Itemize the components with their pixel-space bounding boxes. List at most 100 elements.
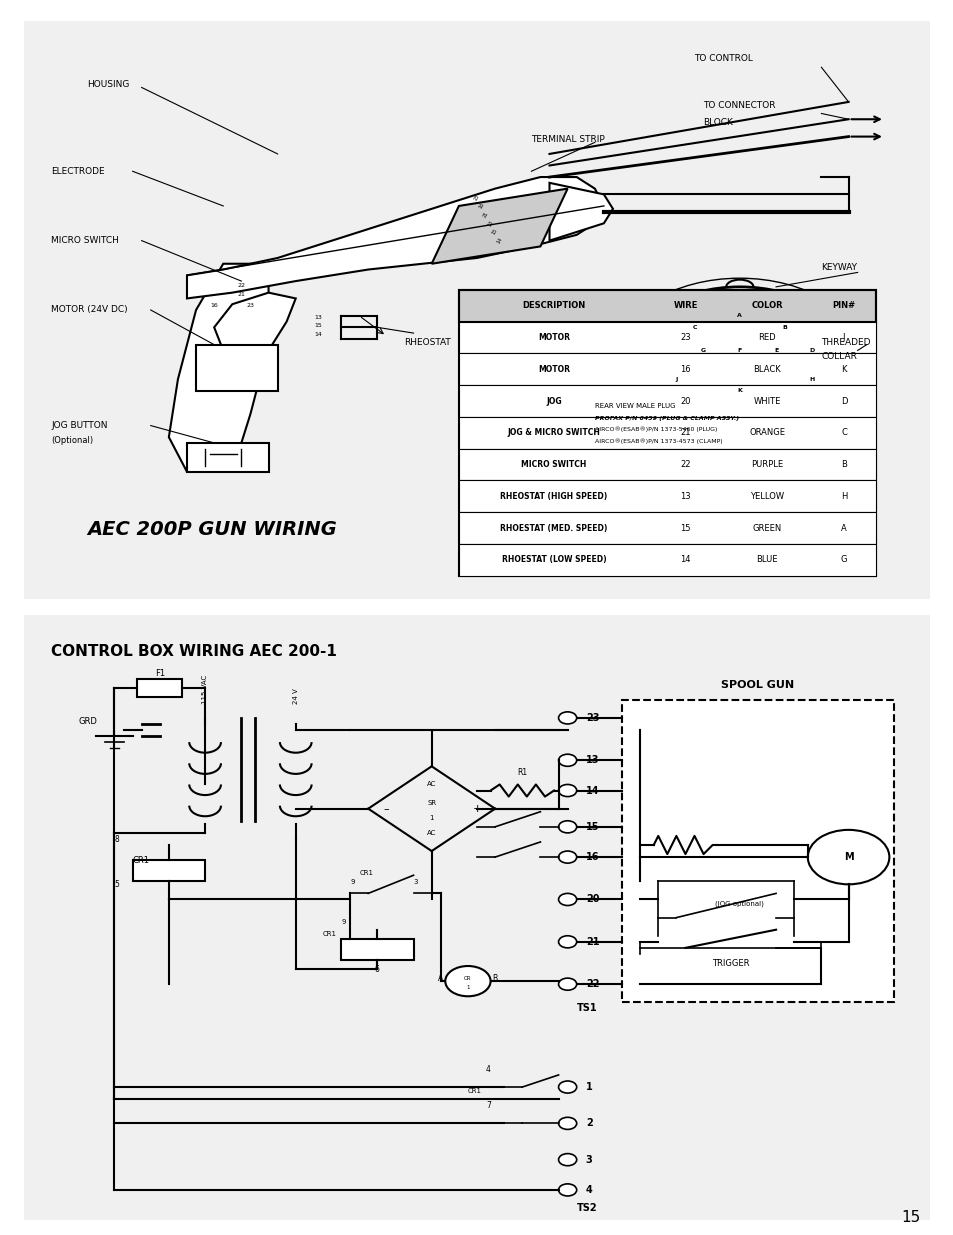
- Text: 6: 6: [375, 965, 379, 974]
- Text: 23: 23: [679, 333, 690, 342]
- Circle shape: [558, 1081, 576, 1093]
- Text: 5: 5: [114, 881, 119, 889]
- Circle shape: [558, 1184, 576, 1195]
- Text: D: D: [840, 396, 846, 405]
- Text: KEYWAY: KEYWAY: [821, 263, 857, 272]
- Text: JOG: JOG: [546, 396, 561, 405]
- Circle shape: [558, 821, 576, 832]
- Text: C: C: [841, 429, 846, 437]
- Text: 115 VAC: 115 VAC: [202, 674, 208, 704]
- Text: D: D: [809, 348, 814, 353]
- Text: 1: 1: [429, 815, 434, 821]
- Circle shape: [558, 755, 576, 766]
- Text: CR1: CR1: [322, 931, 336, 937]
- Text: TERMINAL STRIP: TERMINAL STRIP: [531, 136, 604, 144]
- Text: 16: 16: [477, 203, 485, 210]
- Text: B: B: [841, 461, 846, 469]
- Text: AC: AC: [427, 830, 436, 836]
- Bar: [132, 860, 205, 882]
- Text: F1: F1: [154, 668, 165, 678]
- FancyBboxPatch shape: [621, 700, 893, 1003]
- Text: AIRCO®(ESAB®)P/N 1373-4573 (CLAMP): AIRCO®(ESAB®)P/N 1373-4573 (CLAMP): [595, 438, 721, 443]
- Text: G: G: [840, 556, 846, 564]
- Text: 15: 15: [491, 228, 498, 236]
- Text: CR1: CR1: [132, 856, 150, 866]
- Circle shape: [558, 851, 576, 863]
- Text: A: A: [841, 524, 846, 532]
- Circle shape: [558, 784, 576, 797]
- Text: JOG BUTTON: JOG BUTTON: [51, 421, 108, 430]
- Circle shape: [795, 369, 828, 390]
- Text: 13: 13: [585, 756, 598, 766]
- Text: JOG & MICRO SWITCH: JOG & MICRO SWITCH: [507, 429, 599, 437]
- Text: COLOR: COLOR: [750, 301, 782, 310]
- Text: 21: 21: [679, 429, 690, 437]
- Circle shape: [631, 287, 847, 426]
- Text: 2: 2: [585, 1119, 592, 1129]
- Text: GREEN: GREEN: [752, 524, 781, 532]
- Bar: [458, 290, 875, 321]
- Text: AIRCO®(ESAB®)P/N 1373-5460 (PLUG): AIRCO®(ESAB®)P/N 1373-5460 (PLUG): [595, 427, 717, 432]
- Text: COLLAR: COLLAR: [821, 352, 857, 361]
- Text: –: –: [383, 804, 389, 814]
- Text: MICRO SWITCH: MICRO SWITCH: [51, 236, 119, 245]
- Text: 16: 16: [585, 852, 598, 862]
- Circle shape: [558, 978, 576, 990]
- Bar: [458, 513, 875, 545]
- Bar: [458, 353, 875, 385]
- FancyBboxPatch shape: [15, 15, 938, 605]
- Text: F: F: [737, 348, 741, 353]
- Text: C: C: [692, 325, 696, 330]
- Text: YELLOW: YELLOW: [749, 492, 783, 501]
- Text: K: K: [841, 364, 846, 374]
- Text: A: A: [437, 974, 443, 983]
- Text: 8: 8: [114, 835, 119, 844]
- Bar: [458, 417, 875, 448]
- Circle shape: [686, 340, 720, 361]
- Text: 13: 13: [486, 220, 494, 227]
- Text: 21: 21: [585, 937, 598, 947]
- Circle shape: [807, 830, 888, 884]
- Text: 16: 16: [679, 364, 690, 374]
- Polygon shape: [169, 264, 269, 472]
- Bar: [458, 480, 875, 513]
- Text: 16: 16: [210, 303, 218, 308]
- FancyBboxPatch shape: [15, 609, 938, 1226]
- Text: 21: 21: [237, 291, 245, 296]
- Text: 14: 14: [679, 556, 690, 564]
- Text: 7: 7: [486, 1102, 491, 1110]
- Text: A: A: [737, 314, 741, 319]
- Circle shape: [659, 369, 692, 390]
- Text: R1: R1: [517, 768, 527, 777]
- Text: 15: 15: [585, 821, 598, 832]
- Text: 14: 14: [314, 332, 321, 337]
- Text: 15: 15: [314, 324, 321, 329]
- Text: J: J: [675, 377, 677, 382]
- Circle shape: [722, 340, 756, 361]
- Text: MICRO SWITCH: MICRO SWITCH: [520, 461, 586, 469]
- Bar: [458, 385, 875, 417]
- Circle shape: [722, 380, 756, 401]
- Text: BLACK: BLACK: [752, 364, 781, 374]
- Text: SPOOL GUN: SPOOL GUN: [720, 679, 794, 689]
- Bar: [187, 443, 269, 472]
- Text: 1: 1: [585, 1082, 592, 1092]
- Text: TS1: TS1: [576, 1003, 597, 1014]
- Text: BLUE: BLUE: [756, 556, 777, 564]
- Text: 1: 1: [466, 984, 469, 989]
- Bar: [458, 448, 875, 480]
- Text: WIRE: WIRE: [673, 301, 697, 310]
- Text: RHEOSTAT: RHEOSTAT: [404, 337, 451, 347]
- Text: DESCRIPTION: DESCRIPTION: [522, 301, 585, 310]
- Text: K: K: [737, 388, 741, 394]
- Text: B: B: [492, 974, 497, 983]
- Text: RHOESTAT (MED. SPEED): RHOESTAT (MED. SPEED): [499, 524, 607, 532]
- Bar: [458, 545, 875, 576]
- Text: 20: 20: [585, 894, 598, 904]
- Text: 15: 15: [901, 1210, 920, 1225]
- Circle shape: [558, 1153, 576, 1166]
- Circle shape: [558, 893, 576, 905]
- Text: CR1: CR1: [467, 1088, 481, 1094]
- Text: PURPLE: PURPLE: [750, 461, 782, 469]
- Text: B: B: [781, 325, 787, 330]
